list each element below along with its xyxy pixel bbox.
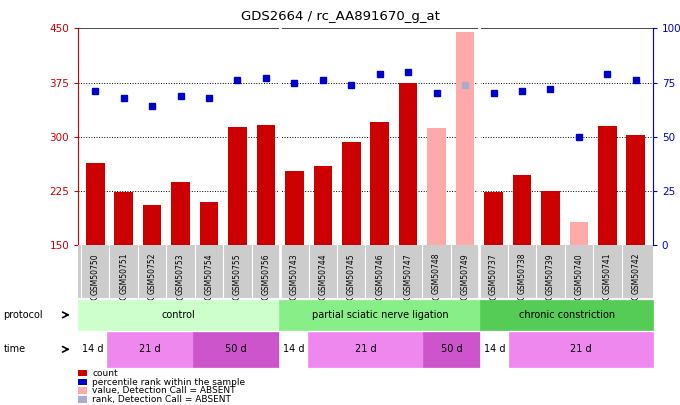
Text: 14 d: 14 d — [82, 344, 103, 354]
Text: GSM50742: GSM50742 — [631, 253, 641, 294]
Text: percentile rank within the sample: percentile rank within the sample — [92, 377, 245, 386]
Bar — [342, 142, 360, 245]
Text: GSM50739: GSM50739 — [546, 253, 555, 294]
Text: 50 d: 50 d — [441, 344, 462, 354]
Bar — [541, 191, 560, 245]
Bar — [513, 175, 531, 245]
Text: 14 d: 14 d — [484, 344, 505, 354]
Bar — [570, 222, 588, 245]
Text: GSM50747: GSM50747 — [404, 253, 413, 294]
Text: GSM50748: GSM50748 — [432, 253, 441, 294]
Text: partial sciatic nerve ligation: partial sciatic nerve ligation — [311, 310, 448, 320]
Bar — [86, 163, 105, 245]
Text: rank, Detection Call = ABSENT: rank, Detection Call = ABSENT — [92, 395, 231, 404]
Text: GSM50743: GSM50743 — [290, 253, 299, 294]
Bar — [143, 205, 161, 245]
Text: GSM50738: GSM50738 — [517, 253, 526, 294]
Bar — [285, 171, 304, 245]
Bar — [456, 32, 475, 245]
Text: GSM50750: GSM50750 — [90, 253, 100, 294]
Text: 21 d: 21 d — [570, 344, 592, 354]
Text: protocol: protocol — [3, 310, 43, 320]
Bar — [626, 135, 645, 245]
Text: value, Detection Call = ABSENT: value, Detection Call = ABSENT — [92, 386, 236, 395]
Bar — [371, 122, 389, 245]
Text: GSM50741: GSM50741 — [602, 253, 612, 294]
Text: GDS2664 / rc_AA891670_g_at: GDS2664 / rc_AA891670_g_at — [241, 10, 439, 23]
Text: GSM50745: GSM50745 — [347, 253, 356, 294]
Text: control: control — [162, 310, 196, 320]
Text: 21 d: 21 d — [355, 344, 376, 354]
Text: GSM50746: GSM50746 — [375, 253, 384, 294]
Text: count: count — [92, 369, 118, 377]
Bar — [200, 202, 218, 245]
Text: time: time — [3, 344, 26, 354]
Bar — [399, 83, 418, 245]
Text: GSM50753: GSM50753 — [176, 253, 185, 294]
Text: GSM50751: GSM50751 — [119, 253, 129, 294]
Bar — [171, 182, 190, 245]
Text: chronic constriction: chronic constriction — [519, 310, 615, 320]
Text: 21 d: 21 d — [139, 344, 161, 354]
Bar — [427, 128, 446, 245]
Bar — [256, 125, 275, 245]
Bar — [598, 126, 617, 245]
Bar — [484, 192, 503, 245]
Text: GSM50740: GSM50740 — [575, 253, 583, 294]
Bar — [114, 192, 133, 245]
Text: GSM50754: GSM50754 — [205, 253, 214, 294]
Text: GSM50752: GSM50752 — [148, 253, 156, 294]
Bar — [228, 127, 247, 245]
Text: 50 d: 50 d — [225, 344, 247, 354]
Text: GSM50756: GSM50756 — [261, 253, 271, 294]
Text: GSM50755: GSM50755 — [233, 253, 242, 294]
Bar — [313, 166, 332, 245]
Text: GSM50744: GSM50744 — [318, 253, 327, 294]
Text: GSM50749: GSM50749 — [460, 253, 470, 294]
Text: GSM50737: GSM50737 — [489, 253, 498, 294]
Text: 14 d: 14 d — [283, 344, 305, 354]
